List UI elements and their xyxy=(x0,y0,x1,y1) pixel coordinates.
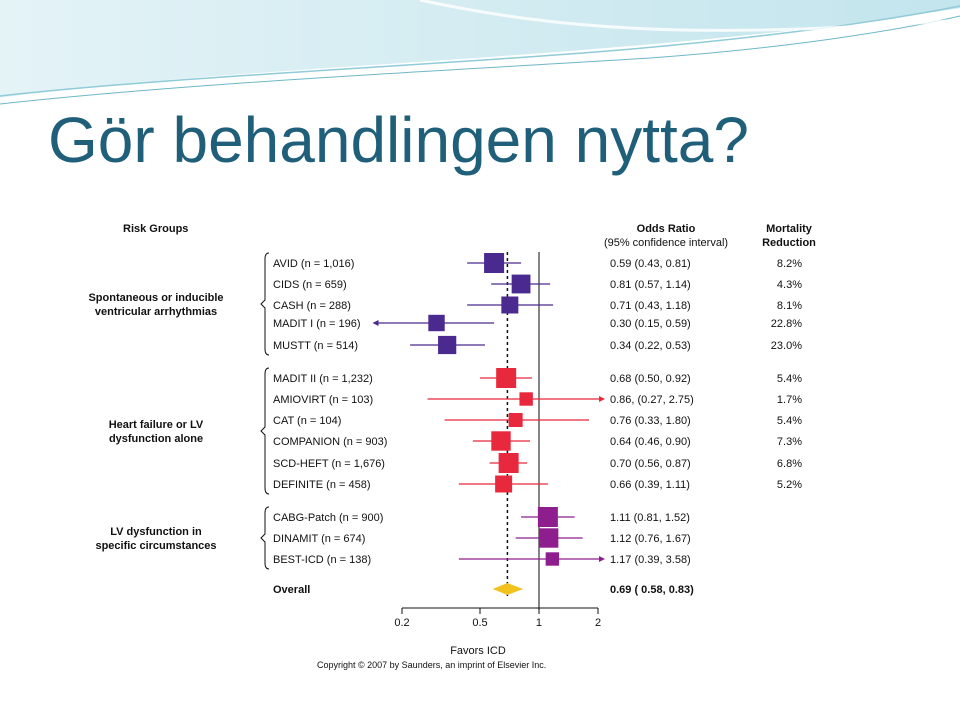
study-label: SCD-HEFT (n = 1,676) xyxy=(273,458,385,470)
header-odds-ratio-sub: (95% confidence interval) xyxy=(604,237,728,249)
odds-ratio-value: 1.11 (0.81, 1.52) xyxy=(610,512,690,524)
overall-label: Overall xyxy=(273,584,310,596)
copyright-note: Copyright © 2007 by Saunders, an imprint… xyxy=(317,660,546,670)
header-mortality: Mortality xyxy=(766,223,813,235)
study-label: CIDS (n = 659) xyxy=(273,279,347,291)
odds-ratio-value: 0.71 (0.43, 1.18) xyxy=(610,300,691,312)
point-estimate xyxy=(496,368,517,388)
point-estimate xyxy=(438,335,457,355)
x-axis-label: Favors ICD xyxy=(450,645,506,657)
group-name-line1: Spontaneous or inducible xyxy=(88,292,223,304)
point-estimate xyxy=(519,392,533,406)
odds-ratio-value: 0.64 (0.46, 0.90) xyxy=(610,436,691,448)
mortality-reduction-value: 8.1% xyxy=(777,300,802,312)
odds-ratio-value: 1.17 (0.39, 3.58) xyxy=(610,554,691,566)
group-name-line1: Heart failure or LV xyxy=(109,419,204,431)
group-bracket xyxy=(260,252,270,356)
x-tick-label: 0.2 xyxy=(394,617,409,629)
odds-ratio-value: 0.70 (0.56, 0.87) xyxy=(610,458,691,470)
odds-ratio-value: 0.86, (0.27, 2.75) xyxy=(610,394,694,406)
group-bracket xyxy=(260,367,270,495)
study-label: COMPANION (n = 903) xyxy=(273,436,387,448)
study-label: MUSTT (n = 514) xyxy=(273,340,358,352)
ci-arrow-right xyxy=(599,556,605,562)
x-tick-label: 1 xyxy=(536,617,542,629)
group-bracket xyxy=(260,506,270,570)
point-estimate xyxy=(498,453,519,473)
mortality-reduction-value: 22.8% xyxy=(771,318,802,330)
group-name-line2: specific circumstances xyxy=(95,540,216,552)
study-label: CASH (n = 288) xyxy=(273,300,351,312)
forest-plot: Risk Groups Odds Ratio (95% confidence i… xyxy=(88,223,816,670)
ci-arrow-right xyxy=(599,396,605,402)
odds-ratio-value: 0.81 (0.57, 1.14) xyxy=(610,279,691,291)
odds-ratio-value: 1.12 (0.76, 1.67) xyxy=(610,533,691,545)
odds-ratio-value: 0.76 (0.33, 1.80) xyxy=(610,415,691,427)
point-estimate xyxy=(428,314,445,332)
study-label: CABG-Patch (n = 900) xyxy=(273,512,383,524)
ci-arrow-left xyxy=(372,320,379,326)
point-estimate xyxy=(537,507,558,527)
odds-ratio-value: 0.59 (0.43, 0.81) xyxy=(610,258,691,270)
point-estimate xyxy=(545,552,560,566)
header-risk-groups: Risk Groups xyxy=(123,223,188,235)
header-reduction: Reduction xyxy=(762,237,816,249)
point-estimate xyxy=(484,253,505,273)
forest-plot-figure: Risk Groups Odds Ratio (95% confidence i… xyxy=(78,210,828,680)
mortality-reduction-value: 4.3% xyxy=(777,279,802,291)
point-estimate xyxy=(491,431,511,451)
group-name-line1: LV dysfunction in xyxy=(110,526,202,538)
x-tick-label: 0.5 xyxy=(472,617,487,629)
mortality-reduction-value: 6.8% xyxy=(777,458,802,470)
overall-diamond xyxy=(492,583,524,595)
mortality-reduction-value: 8.2% xyxy=(777,258,802,270)
mortality-reduction-value: 1.7% xyxy=(777,394,802,406)
study-label: DINAMIT (n = 674) xyxy=(273,533,365,545)
point-estimate xyxy=(538,528,559,548)
study-label: MADIT I (n = 196) xyxy=(273,318,361,330)
x-tick-label: 2 xyxy=(595,617,601,629)
header-odds-ratio: Odds Ratio xyxy=(637,223,696,235)
point-estimate xyxy=(495,475,513,493)
mortality-reduction-value: 5.4% xyxy=(777,373,802,385)
point-estimate xyxy=(508,413,523,427)
slide-title: Gör behandlingen nytta? xyxy=(48,104,749,176)
mortality-reduction-value: 23.0% xyxy=(771,340,802,352)
study-label: DEFINITE (n = 458) xyxy=(273,479,371,491)
mortality-reduction-value: 5.2% xyxy=(777,479,802,491)
study-label: MADIT II (n = 1,232) xyxy=(273,373,373,385)
decorative-header-waves xyxy=(0,0,960,105)
study-label: BEST-ICD (n = 138) xyxy=(273,554,371,566)
study-label: AVID (n = 1,016) xyxy=(273,258,354,270)
odds-ratio-value: 0.68 (0.50, 0.92) xyxy=(610,373,691,385)
group-name-line2: dysfunction alone xyxy=(109,433,203,445)
study-label: CAT (n = 104) xyxy=(273,415,341,427)
group-name-line2: ventricular arrhythmias xyxy=(95,306,217,318)
point-estimate xyxy=(511,274,531,294)
mortality-reduction-value: 7.3% xyxy=(777,436,802,448)
study-label: AMIOVIRT (n = 103) xyxy=(273,394,373,406)
overall-odds-ratio-value: 0.69 ( 0.58, 0.83) xyxy=(610,584,694,596)
odds-ratio-value: 0.34 (0.22, 0.53) xyxy=(610,340,691,352)
point-estimate xyxy=(501,296,519,314)
mortality-reduction-value: 5.4% xyxy=(777,415,802,427)
odds-ratio-value: 0.66 (0.39, 1.11) xyxy=(610,479,690,491)
odds-ratio-value: 0.30 (0.15, 0.59) xyxy=(610,318,691,330)
